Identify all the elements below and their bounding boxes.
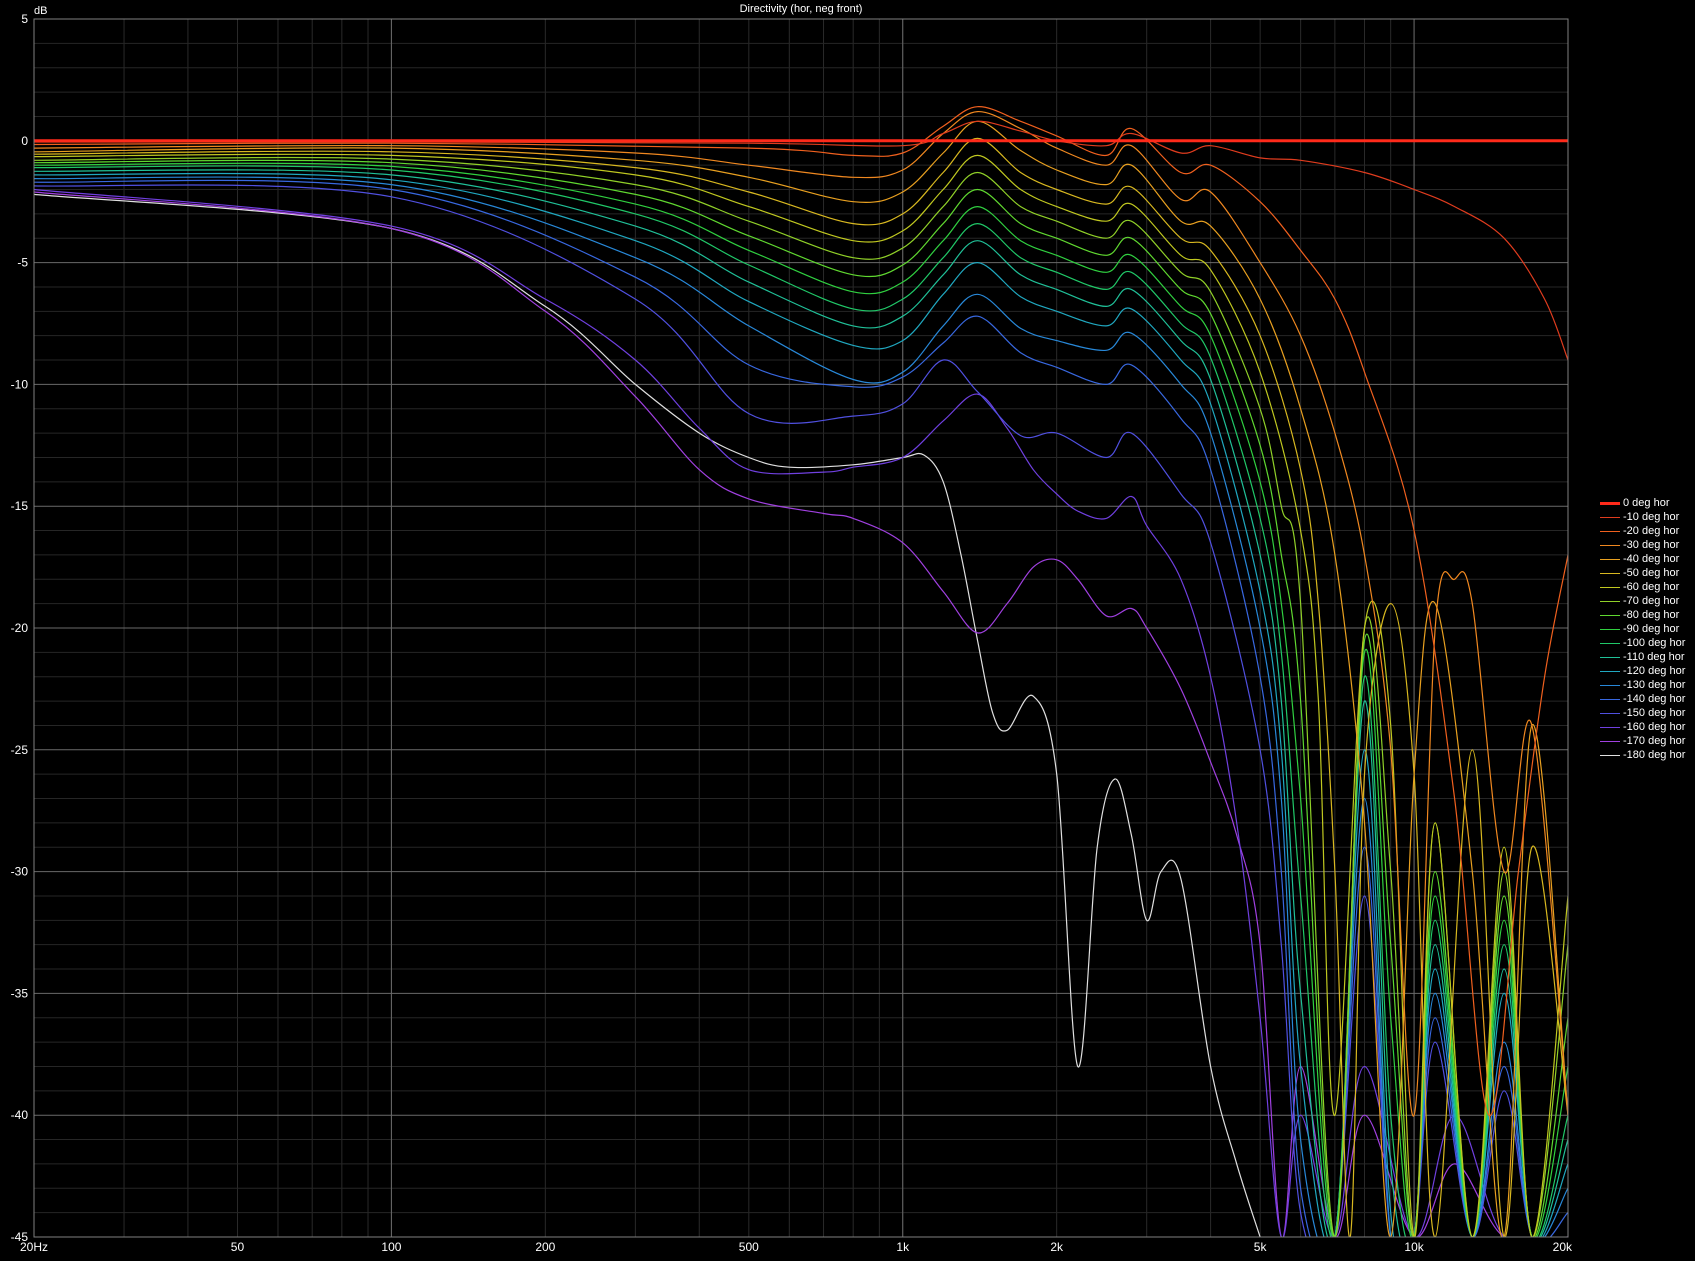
- y-axis-label: dB: [34, 5, 47, 17]
- x-tick-label: 10k: [1404, 1240, 1424, 1254]
- legend-item: -90 deg hor: [1600, 622, 1695, 636]
- x-tick-label: 20Hz: [20, 1240, 48, 1254]
- legend-label: -120 deg hor: [1623, 665, 1686, 677]
- legend-swatch: [1600, 698, 1620, 700]
- series-line: [34, 191, 1568, 1237]
- legend-label: -60 deg hor: [1623, 581, 1680, 593]
- series-line: [34, 169, 1568, 1237]
- legend-swatch: [1600, 530, 1620, 532]
- series-line: [34, 179, 1568, 1237]
- legend-label: -140 deg hor: [1623, 693, 1686, 705]
- series-line: [34, 137, 1568, 1237]
- legend-label: -160 deg hor: [1623, 721, 1686, 733]
- y-tick-label: 0: [21, 134, 28, 148]
- series-line: [34, 120, 1568, 1237]
- y-tick-label: -30: [11, 865, 29, 879]
- legend-swatch: [1600, 572, 1620, 574]
- x-tick-label: 50: [231, 1240, 245, 1254]
- x-tick-label: 5k: [1254, 1240, 1268, 1254]
- legend-swatch: [1600, 684, 1620, 686]
- x-tick-label: 200: [535, 1240, 555, 1254]
- legend-label: -130 deg hor: [1623, 679, 1686, 691]
- x-tick-label: 500: [739, 1240, 759, 1254]
- legend-swatch: [1600, 628, 1620, 630]
- legend-item: 0 deg hor: [1600, 496, 1695, 510]
- legend-swatch: [1600, 544, 1620, 546]
- legend-item: -30 deg hor: [1600, 538, 1695, 552]
- legend-label: -170 deg hor: [1623, 735, 1686, 747]
- legend-swatch: [1600, 614, 1620, 616]
- legend-swatch: [1600, 656, 1620, 658]
- legend-swatch: [1600, 726, 1620, 728]
- chart-title: Directivity (hor, neg front): [740, 3, 863, 15]
- y-tick-label: -45: [11, 1230, 29, 1244]
- series-line: [34, 110, 1568, 1117]
- legend-swatch: [1600, 600, 1620, 602]
- legend-swatch: [1600, 586, 1620, 588]
- x-tick-label: 2k: [1050, 1240, 1064, 1254]
- legend-label: -150 deg hor: [1623, 707, 1686, 719]
- legend-swatch: [1600, 516, 1620, 518]
- series-line: [34, 153, 1568, 1237]
- x-tick-label: 20k: [1553, 1240, 1573, 1254]
- legend-swatch: [1600, 740, 1620, 742]
- legend-item: -60 deg hor: [1600, 580, 1695, 594]
- legend-swatch: [1600, 754, 1620, 756]
- series-line: [34, 172, 1568, 1237]
- legend-label: -20 deg hor: [1623, 525, 1680, 537]
- y-tick-label: -35: [11, 986, 29, 1000]
- legend-item: -150 deg hor: [1600, 706, 1695, 720]
- legend-swatch: [1600, 642, 1620, 644]
- legend-label: -50 deg hor: [1623, 567, 1680, 579]
- legend-label: -180 deg hor: [1623, 749, 1686, 761]
- legend-item: -160 deg hor: [1600, 720, 1695, 734]
- legend-item: -120 deg hor: [1600, 664, 1695, 678]
- legend-swatch: [1600, 712, 1620, 714]
- legend-item: -100 deg hor: [1600, 636, 1695, 650]
- legend-label: -90 deg hor: [1623, 623, 1680, 635]
- y-tick-label: 5: [21, 12, 28, 26]
- legend-item: -140 deg hor: [1600, 692, 1695, 706]
- y-tick-label: -10: [11, 377, 29, 391]
- legend-item: -110 deg hor: [1600, 650, 1695, 664]
- legend-swatch: [1600, 670, 1620, 672]
- legend-item: -130 deg hor: [1600, 678, 1695, 692]
- series-line: [34, 120, 1568, 361]
- legend-label: -30 deg hor: [1623, 539, 1680, 551]
- series-line: [34, 184, 1568, 1237]
- legend-item: -20 deg hor: [1600, 524, 1695, 538]
- legend-label: -100 deg hor: [1623, 637, 1686, 649]
- legend-item: -10 deg hor: [1600, 510, 1695, 524]
- legend: 0 deg hor -10 deg hor -20 deg hor -30 deg h…: [1600, 496, 1695, 762]
- legend-label: -40 deg hor: [1623, 553, 1680, 565]
- series-line: [34, 176, 1568, 1237]
- legend-item: -80 deg hor: [1600, 608, 1695, 622]
- legend-item: -40 deg hor: [1600, 552, 1695, 566]
- legend-item: -70 deg hor: [1600, 594, 1695, 608]
- legend-swatch: [1600, 558, 1620, 560]
- legend-item: -180 deg hor: [1600, 748, 1695, 762]
- legend-label: -110 deg hor: [1623, 651, 1685, 663]
- legend-item: -50 deg hor: [1600, 566, 1695, 580]
- series-line: [34, 193, 1261, 1237]
- legend-label: -80 deg hor: [1623, 609, 1680, 621]
- legend-label: 0 deg hor: [1623, 497, 1670, 509]
- legend-label: -70 deg hor: [1623, 595, 1680, 607]
- legend-swatch: [1600, 501, 1620, 505]
- y-tick-label: -25: [11, 743, 29, 757]
- y-tick-label: -20: [11, 621, 29, 635]
- x-tick-label: 100: [381, 1240, 401, 1254]
- x-tick-label: 1k: [896, 1240, 910, 1254]
- legend-item: -170 deg hor: [1600, 734, 1695, 748]
- y-tick-label: -40: [11, 1108, 29, 1122]
- series-line: [34, 165, 1568, 1237]
- series-line: [34, 106, 1568, 1116]
- y-tick-label: -5: [17, 256, 28, 270]
- y-tick-label: -15: [11, 499, 29, 513]
- legend-label: -10 deg hor: [1623, 511, 1680, 523]
